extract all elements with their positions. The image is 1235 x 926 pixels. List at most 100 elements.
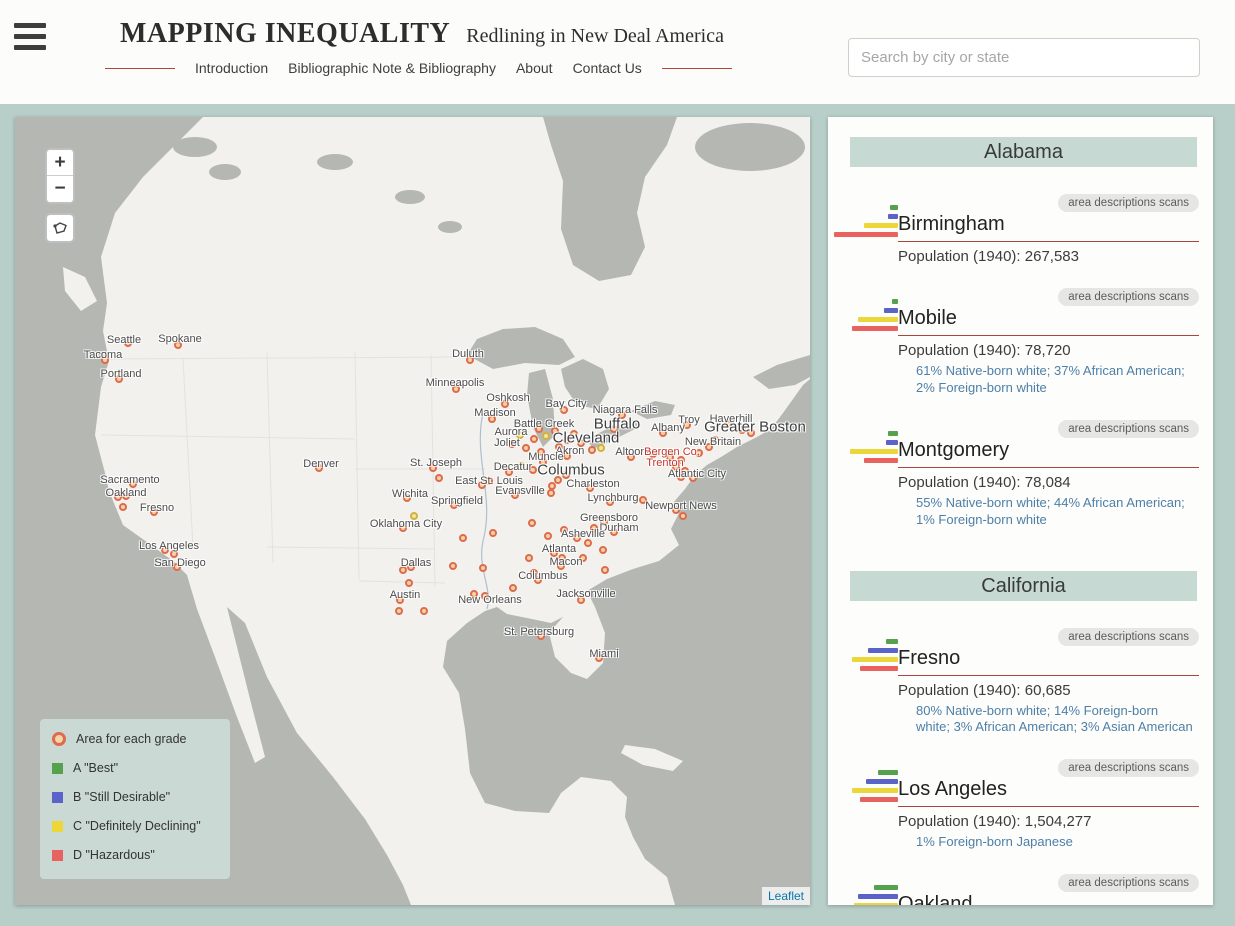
city-marker-dot[interactable] (649, 450, 657, 458)
city-marker-dot[interactable] (672, 463, 680, 471)
city-marker-dot[interactable] (530, 435, 538, 443)
city-name-link[interactable]: Los Angeles (898, 778, 1199, 808)
city-marker-dot[interactable] (516, 431, 524, 439)
city-marker-dot[interactable] (170, 550, 178, 558)
leaflet-attribution-link[interactable]: Leaflet (761, 887, 810, 905)
city-marker-dot[interactable] (525, 554, 533, 562)
area-descriptions-scans-badge[interactable]: area descriptions scans (1058, 874, 1199, 893)
city-marker-dot[interactable] (695, 449, 703, 457)
city-marker-dot[interactable] (508, 440, 516, 448)
city-marker-dot[interactable] (509, 584, 517, 592)
city-marker-dot[interactable] (470, 590, 478, 598)
city-marker-dot[interactable] (711, 436, 719, 444)
city-marker-dot[interactable] (597, 444, 605, 452)
zoom-in-button[interactable]: + (47, 150, 73, 176)
city-marker-dot[interactable] (627, 453, 635, 461)
city-marker-dot[interactable] (114, 493, 122, 501)
city-marker-dot[interactable] (618, 411, 626, 419)
city-marker-dot[interactable] (505, 468, 513, 476)
city-marker-dot[interactable] (577, 596, 585, 604)
city-marker-dot[interactable] (600, 518, 608, 526)
city-name-link[interactable]: Montgomery (898, 439, 1199, 468)
city-marker-dot[interactable] (672, 506, 680, 514)
city-marker-dot[interactable] (161, 546, 169, 554)
city-marker-dot[interactable] (554, 476, 562, 484)
city-marker-dot[interactable] (677, 456, 685, 464)
city-marker-dot[interactable] (659, 429, 667, 437)
city-marker-dot[interactable] (599, 546, 607, 554)
city-marker-dot[interactable] (529, 466, 537, 474)
city-marker-dot[interactable] (517, 462, 525, 470)
area-descriptions-scans-badge[interactable]: area descriptions scans (1058, 194, 1199, 212)
city-marker-dot[interactable] (560, 526, 568, 534)
nav-link-about[interactable]: About (515, 60, 553, 76)
city-marker-dot[interactable] (679, 512, 687, 520)
city-marker-dot[interactable] (590, 524, 598, 532)
city-marker-dot[interactable] (683, 421, 691, 429)
city-marker-dot[interactable] (539, 458, 547, 466)
city-marker-dot[interactable] (542, 432, 550, 440)
city-marker-dot[interactable] (115, 375, 123, 383)
city-name-link[interactable]: Birmingham (898, 213, 1199, 242)
city-marker-dot[interactable] (173, 563, 181, 571)
city-marker-dot[interactable] (681, 467, 689, 475)
city-marker-dot[interactable] (410, 512, 418, 520)
city-marker-dot[interactable] (315, 464, 323, 472)
search-input[interactable] (848, 38, 1200, 77)
city-name-link[interactable]: Oakland (898, 893, 1199, 905)
city-marker-dot[interactable] (535, 425, 543, 433)
menu-button[interactable] (14, 23, 46, 50)
city-marker-dot[interactable] (452, 385, 460, 393)
city-marker-dot[interactable] (747, 429, 755, 437)
city-marker-dot[interactable] (705, 443, 713, 451)
city-marker-dot[interactable] (551, 427, 559, 435)
city-marker-dot[interactable] (403, 494, 411, 502)
city-marker-dot[interactable] (488, 415, 496, 423)
city-marker-dot[interactable] (129, 480, 137, 488)
city-marker-dot[interactable] (399, 524, 407, 532)
city-marker-dot[interactable] (122, 492, 130, 500)
city-marker-dot[interactable] (429, 464, 437, 472)
city-marker-dot[interactable] (588, 446, 596, 454)
city-marker-dot[interactable] (124, 339, 132, 347)
area-descriptions-scans-badge[interactable]: area descriptions scans (1058, 419, 1199, 438)
city-marker-dot[interactable] (586, 484, 594, 492)
city-marker-dot[interactable] (560, 406, 568, 414)
city-marker-dot[interactable] (544, 532, 552, 540)
nav-link-bibliographic-note-bibliography[interactable]: Bibliographic Note & Bibliography (288, 60, 496, 76)
city-marker-dot[interactable] (485, 477, 493, 485)
city-marker-dot[interactable] (639, 496, 647, 504)
city-marker-dot[interactable] (555, 443, 563, 451)
city-marker-dot[interactable] (579, 554, 587, 562)
city-marker-dot[interactable] (689, 474, 697, 482)
city-name-link[interactable]: Mobile (898, 307, 1199, 336)
city-marker-dot[interactable] (489, 529, 497, 537)
city-marker-dot[interactable] (563, 436, 571, 444)
city-marker-dot[interactable] (466, 356, 474, 364)
city-marker-dot[interactable] (174, 341, 182, 349)
city-marker-dot[interactable] (481, 592, 489, 600)
city-marker-dot[interactable] (601, 566, 609, 574)
city-marker-dot[interactable] (550, 549, 558, 557)
city-marker-dot[interactable] (501, 400, 509, 408)
city-marker-dot[interactable] (677, 473, 685, 481)
city-marker-dot[interactable] (395, 607, 403, 615)
city-marker-dot[interactable] (534, 576, 542, 584)
nav-link-introduction[interactable]: Introduction (195, 60, 269, 76)
area-descriptions-scans-badge[interactable]: area descriptions scans (1058, 759, 1199, 778)
city-marker-dot[interactable] (528, 519, 536, 527)
city-marker-dot[interactable] (606, 498, 614, 506)
city-marker-dot[interactable] (435, 474, 443, 482)
city-marker-dot[interactable] (530, 569, 538, 577)
city-marker-dot[interactable] (563, 452, 571, 460)
area-descriptions-scans-badge[interactable]: area descriptions scans (1058, 627, 1199, 646)
city-marker-dot[interactable] (479, 564, 487, 572)
city-marker-dot[interactable] (724, 420, 732, 428)
city-marker-dot[interactable] (584, 539, 592, 547)
city-marker-dot[interactable] (558, 554, 566, 562)
city-marker-dot[interactable] (101, 356, 109, 364)
city-list-scroll-area[interactable]: Alabama area descriptions scans Birmingham… (828, 117, 1213, 905)
city-marker-dot[interactable] (530, 486, 538, 494)
city-marker-dot[interactable] (610, 425, 618, 433)
city-marker-dot[interactable] (399, 566, 407, 574)
